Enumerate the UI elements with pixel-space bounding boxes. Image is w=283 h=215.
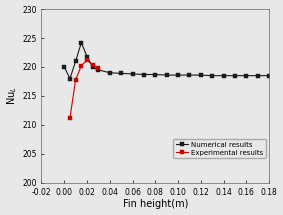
Numerical results <box>199 74 203 76</box>
Numerical results <box>188 74 191 76</box>
Numerical results <box>119 72 123 75</box>
Experimental results <box>68 117 72 119</box>
Line: Numerical results: Numerical results <box>62 41 271 81</box>
Numerical results <box>108 71 112 74</box>
Numerical results <box>85 55 89 58</box>
Numerical results <box>154 73 157 76</box>
Experimental results <box>80 64 83 67</box>
Numerical results <box>233 74 237 77</box>
Numerical results <box>211 74 214 77</box>
Experimental results <box>85 59 89 61</box>
Numerical results <box>256 74 260 77</box>
Numerical results <box>131 73 134 75</box>
Numerical results <box>68 77 72 80</box>
Numerical results <box>74 60 77 63</box>
Experimental results <box>74 78 77 81</box>
Numerical results <box>267 74 271 77</box>
Experimental results <box>97 67 100 69</box>
Experimental results <box>91 64 95 66</box>
Line: Experimental results: Experimental results <box>68 58 100 120</box>
Numerical results <box>165 74 168 76</box>
X-axis label: Fin height(m): Fin height(m) <box>123 200 188 209</box>
Numerical results <box>245 74 248 77</box>
Numerical results <box>142 73 145 76</box>
Numerical results <box>91 66 95 68</box>
Numerical results <box>80 41 83 44</box>
Numerical results <box>222 74 225 77</box>
Legend: Numerical results, Experimental results: Numerical results, Experimental results <box>173 139 266 158</box>
Numerical results <box>176 74 180 76</box>
Y-axis label: Nu$_L$: Nu$_L$ <box>6 86 19 105</box>
Numerical results <box>63 66 66 68</box>
Numerical results <box>97 69 100 71</box>
